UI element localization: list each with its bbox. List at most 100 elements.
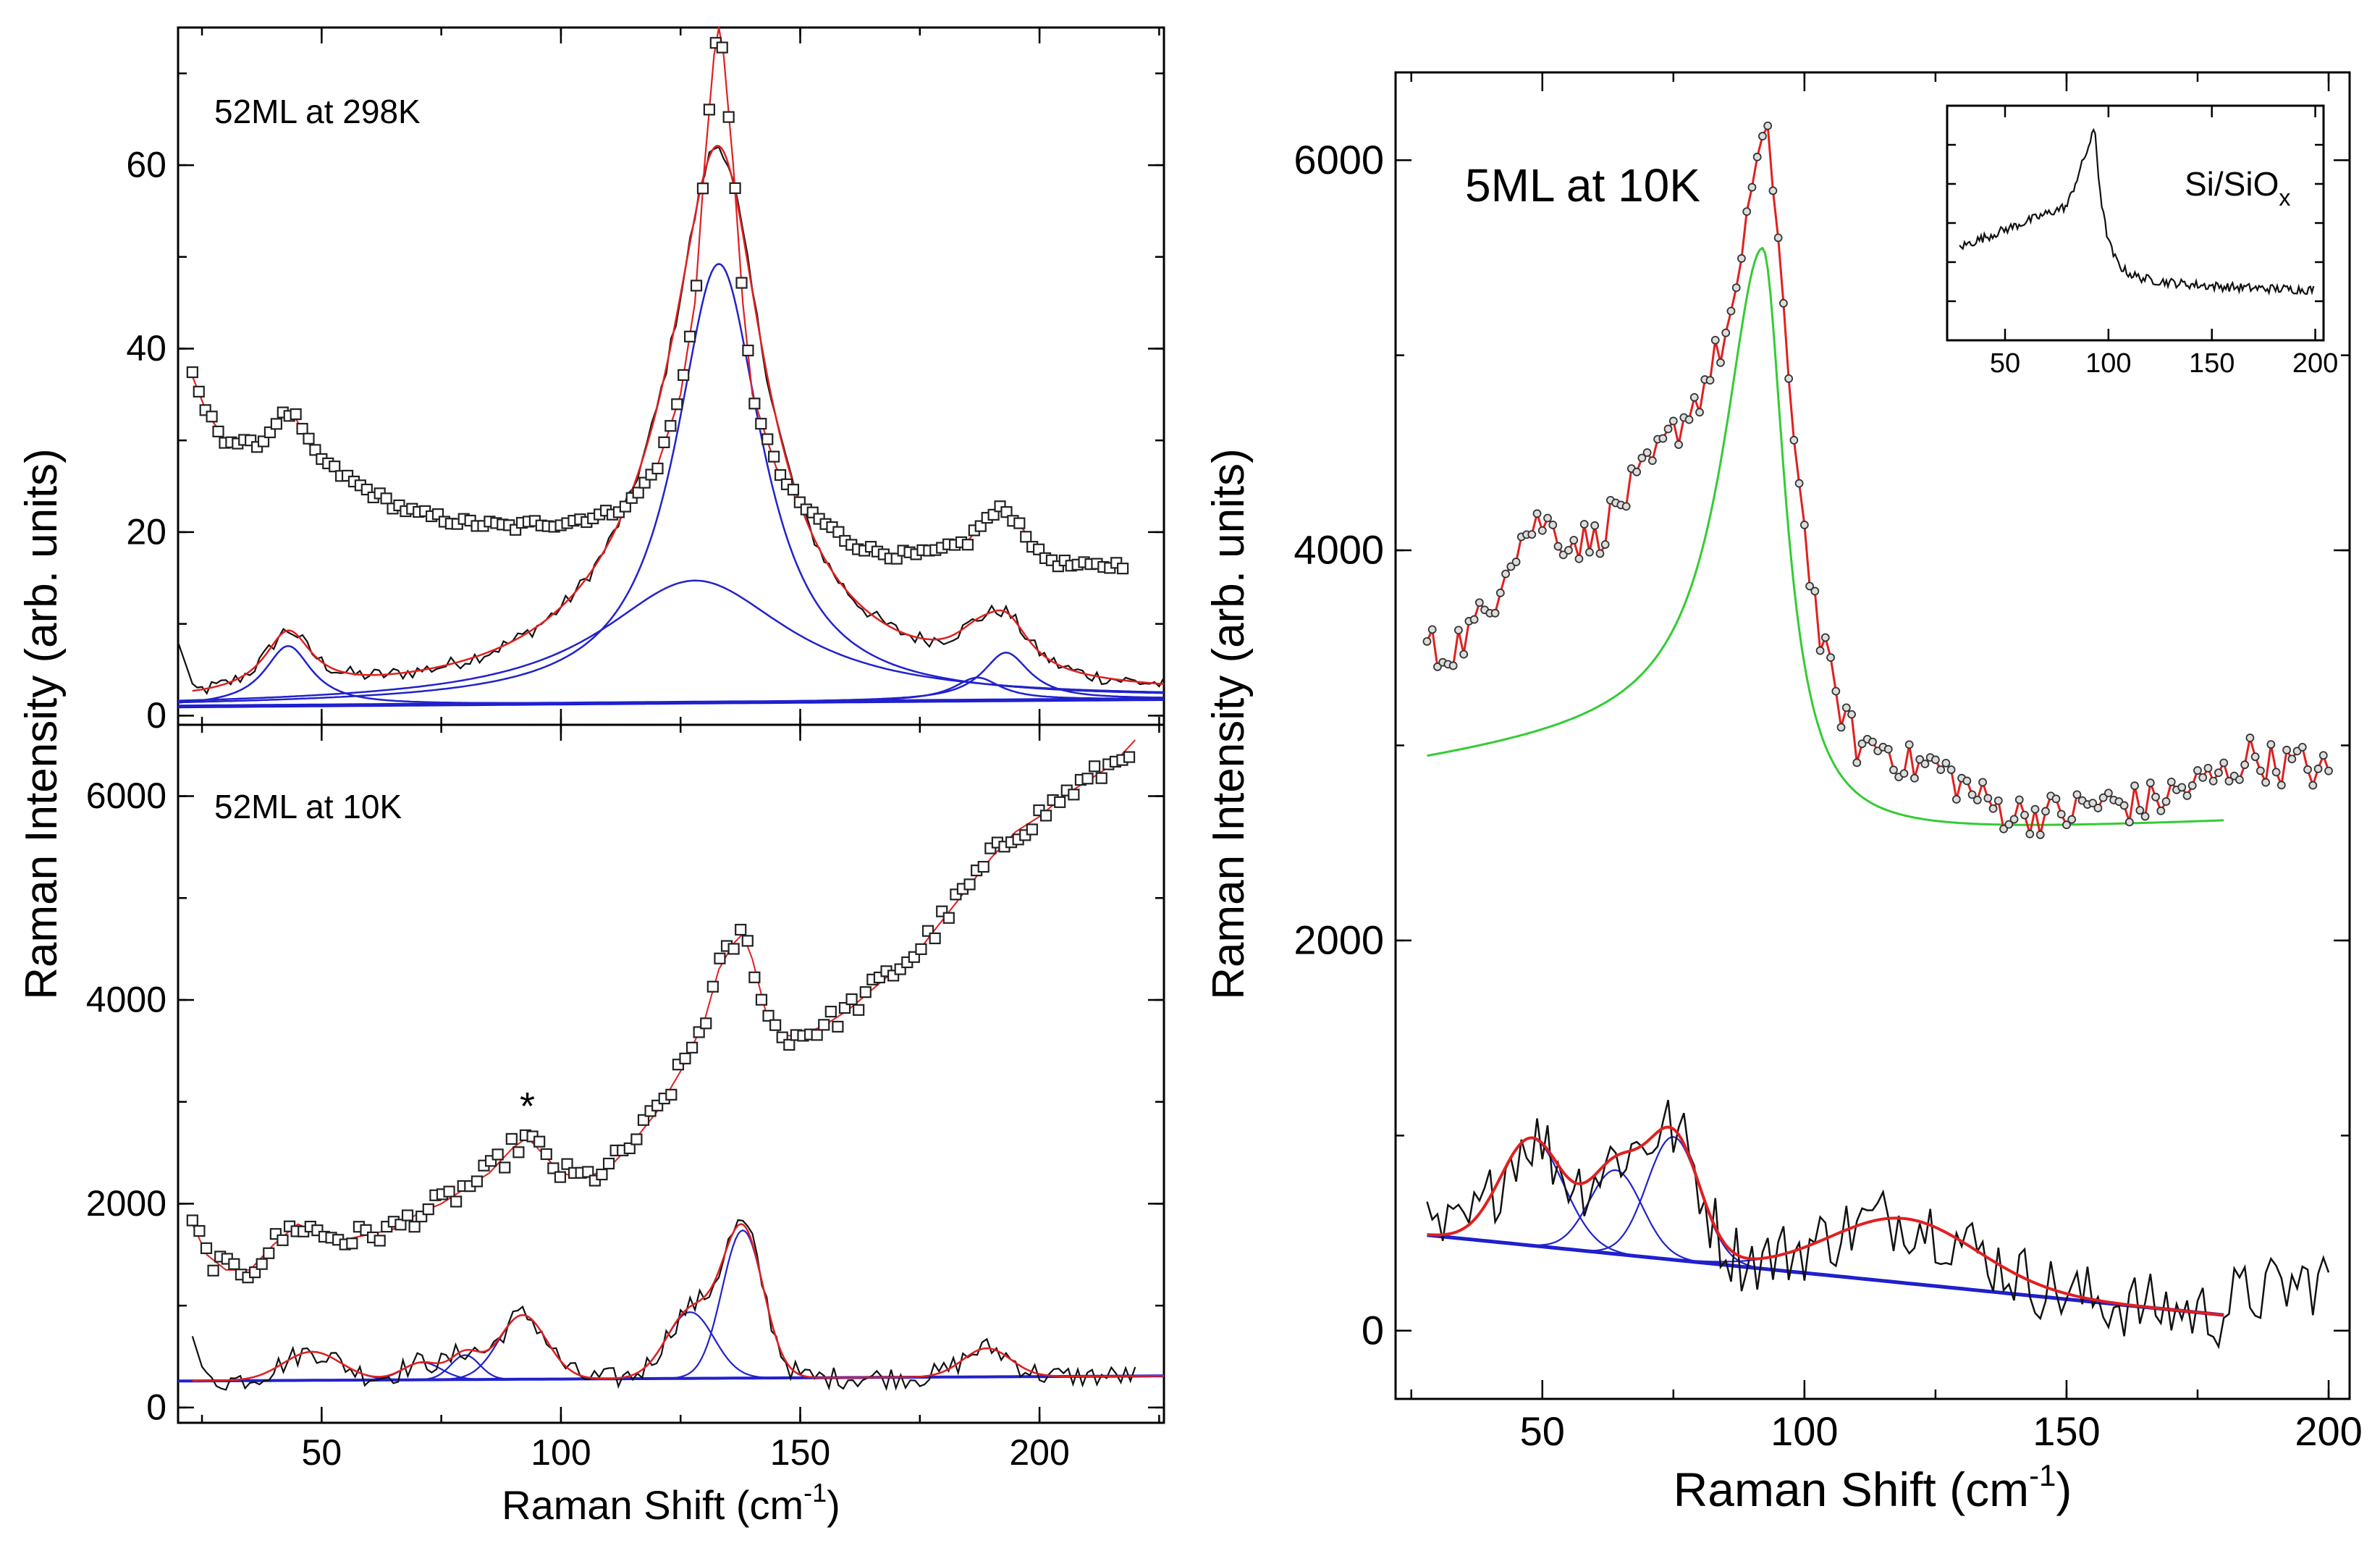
- right-data-point: [2009, 815, 2019, 824]
- right-data-point: [2035, 830, 2045, 839]
- top-left-data-point: [380, 492, 392, 505]
- right-data-point: [2313, 764, 2323, 773]
- top-left-data-point: [206, 411, 218, 423]
- x-tick-label: 150: [770, 1432, 830, 1473]
- right-data-point: [1915, 754, 1925, 764]
- right-data-point: [1506, 562, 1516, 571]
- right-data-point: [1558, 550, 1568, 560]
- top-left-frame: [177, 26, 1165, 726]
- right-data-point: [1794, 479, 1804, 488]
- right-data-point: [1459, 649, 1469, 659]
- inset-title: Si/SiOx: [2185, 165, 2290, 211]
- bottom-left-data-point: [401, 1209, 414, 1222]
- right-data-point: [1595, 549, 1605, 558]
- right-data-point: [2098, 793, 2108, 802]
- right-data-point: [1454, 626, 1463, 635]
- right-data-point: [1585, 547, 1594, 557]
- bottom-left-data-point: [741, 935, 754, 947]
- bottom-left-data-point: [200, 1242, 213, 1254]
- x-tick-label: 100: [1771, 1408, 1838, 1454]
- right-data-point: [1820, 633, 1830, 642]
- right-data-point: [1532, 509, 1542, 518]
- bottom-left-data-point: [1089, 760, 1101, 773]
- right-data-point: [2030, 804, 2040, 814]
- bottom-left-data-point: [346, 1237, 358, 1250]
- inset-x-tick-label: 100: [2085, 348, 2131, 379]
- right-data-point: [1427, 625, 1437, 634]
- right-data-point: [2208, 776, 2218, 786]
- right-data-point: [1910, 773, 1919, 783]
- right-data-point: [2219, 758, 2229, 768]
- bottom-left-data-point: [735, 923, 747, 936]
- right-data-point: [2235, 775, 2244, 784]
- right-data-point: [1553, 542, 1563, 551]
- right-data-point: [2062, 820, 2071, 830]
- right-data-point: [1758, 132, 1767, 140]
- right-data-point: [2198, 773, 2208, 782]
- bottom-left-data-point: [422, 1203, 434, 1216]
- y-tick-label: 60: [126, 145, 166, 185]
- right-data-point: [2266, 740, 2276, 749]
- right-data-point: [1889, 765, 1898, 775]
- bottom-left-data-point: [679, 1052, 691, 1064]
- inset-panel: 50 100 150 200 Si/SiOx: [1946, 104, 2338, 379]
- bottom-left-data-point: [714, 952, 726, 964]
- y-tick-label: 6000: [1294, 137, 1384, 182]
- bottom-left-data-point: [700, 1017, 712, 1030]
- right-data-point: [1799, 521, 1809, 529]
- series-layer: [177, 26, 2333, 1392]
- top-left-data-point: [735, 277, 748, 289]
- right-data-point: [2020, 810, 2029, 820]
- right-data-point: [1448, 661, 1458, 670]
- bottom-left-data-point: [1123, 751, 1136, 763]
- top-left-data-point: [742, 344, 754, 357]
- right-data-point: [1784, 374, 1794, 383]
- bottom-left-data-point: [512, 1146, 525, 1159]
- left-x-axis-title: Raman Shift (cm-1): [502, 1478, 840, 1528]
- right-data-point: [1716, 358, 1725, 367]
- right-data-point: [2282, 745, 2291, 754]
- bottom-left-data-point: [748, 971, 761, 983]
- right-data-point: [1773, 233, 1783, 243]
- right-data-point: [1936, 765, 1946, 774]
- right-data-point: [1647, 456, 1657, 466]
- top-left-data-point: [987, 508, 1000, 521]
- right-data-point: [2250, 752, 2260, 762]
- top-left-data-point: [768, 450, 780, 463]
- top-left-data-point: [263, 426, 277, 439]
- right-data-point: [2276, 781, 2286, 790]
- top-left-data-point: [257, 435, 270, 447]
- right-data-point: [1752, 152, 1762, 161]
- right-data-point: [1658, 434, 1668, 443]
- bottom-left-data-point: [505, 1132, 518, 1145]
- right-data-point: [1946, 765, 1956, 774]
- bottom-left-data-point: [685, 1041, 699, 1054]
- top-left-data-point: [671, 398, 683, 411]
- top-left-data-point: [329, 461, 341, 473]
- right-data-point: [1501, 569, 1510, 579]
- top-left-data-point: [703, 104, 715, 116]
- right-data-point: [2318, 751, 2328, 760]
- bottom-left-data-point: [915, 943, 927, 955]
- inset-si-curve: [1959, 127, 2315, 296]
- right-data-point: [1899, 769, 1909, 778]
- bottom-left-data-point: [832, 1020, 844, 1033]
- right-data-point: [1993, 796, 2003, 805]
- bottom-left-data-point: [630, 1133, 643, 1145]
- right-data-point: [1726, 306, 1736, 316]
- right-data-point: [2324, 766, 2333, 775]
- right-data-point: [1778, 298, 1788, 308]
- right-data-point: [1527, 530, 1537, 539]
- right-data-point: [1511, 558, 1521, 566]
- right-data-point: [2182, 791, 2192, 800]
- bottom-left-data-point: [207, 1264, 219, 1277]
- y-tick-label: 0: [146, 695, 166, 736]
- right-data-point: [2271, 768, 2281, 777]
- right-data-point: [1705, 376, 1715, 385]
- bottom-left-data-point: [596, 1168, 608, 1181]
- right-data-point: [1747, 182, 1757, 192]
- y-tick-label: 0: [1362, 1307, 1384, 1353]
- right-data-point: [1951, 795, 1961, 804]
- right-data-point: [1621, 502, 1631, 511]
- y-tick-label: 40: [126, 328, 166, 369]
